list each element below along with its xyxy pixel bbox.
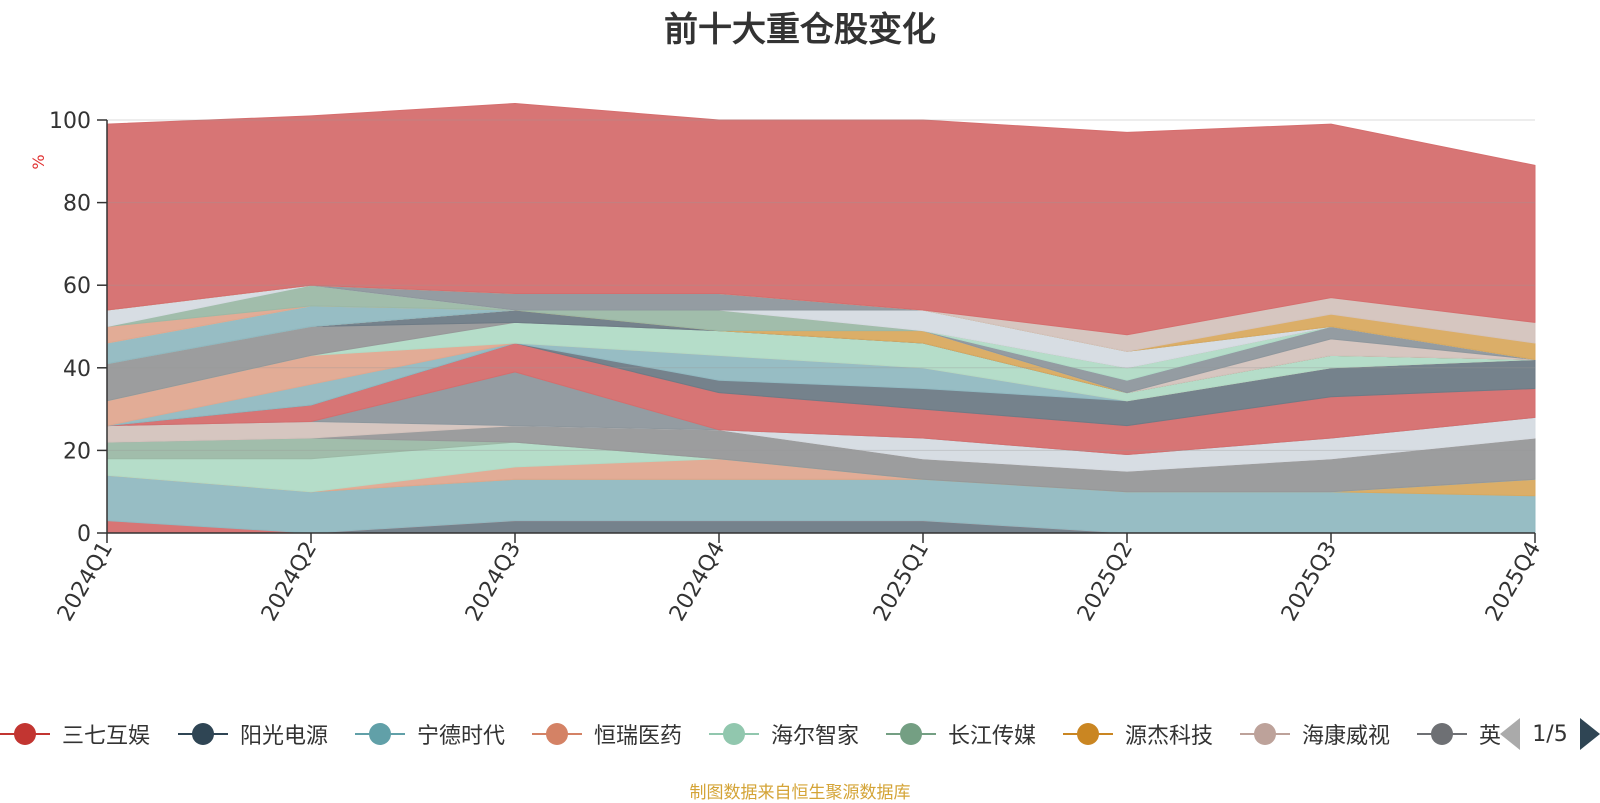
x-tick-label: 2025Q2: [1073, 538, 1138, 626]
x-tick-label: 2025Q3: [1277, 538, 1342, 626]
y-tick-label: 40: [63, 357, 91, 382]
legend-marker-icon: [178, 723, 228, 745]
y-tick-label: 60: [63, 274, 91, 299]
legend-marker-icon: [1240, 723, 1290, 745]
legend-label: 长江传媒: [948, 724, 1037, 749]
legend-marker-icon: [1063, 723, 1113, 745]
legend-marker-icon: [1417, 723, 1467, 745]
legend-item[interactable]: 阳光电源: [178, 712, 328, 756]
pager-next-arrow-icon[interactable]: [1580, 718, 1600, 750]
legend-item[interactable]: 恒瑞医药: [532, 712, 682, 756]
x-tick-label: 2025Q4: [1481, 538, 1546, 626]
x-tick-label: 2024Q1: [53, 538, 118, 626]
legend-marker-icon: [709, 723, 759, 745]
legend-marker-icon: [886, 723, 936, 745]
y-tick-label: 0: [77, 522, 91, 547]
legend-item[interactable]: 海康威视: [1240, 712, 1390, 756]
pager-page-indicator: 1/5: [1532, 721, 1568, 747]
legend-label: 三七互娱: [62, 724, 151, 749]
x-tick-label: 2024Q3: [461, 538, 526, 626]
legend-item[interactable]: 宁德时代: [355, 712, 505, 756]
y-axis-unit-label: %: [29, 154, 48, 169]
legend-label: 恒瑞医药: [594, 724, 683, 749]
chart-canvas: 0 20 40 60 80 100% 2024Q1 2024Q2 2024Q3 2024Q4 202…: [29, 103, 1546, 626]
y-tick-label: 20: [63, 439, 91, 464]
legend: 三七互娱 阳光电源 宁德时代 恒瑞医药 海尔智家 长江传媒 源杰科技 海康威视 英: [0, 712, 1500, 756]
legend-item[interactable]: 英: [1417, 712, 1500, 756]
area-series-30: [106, 103, 1536, 336]
legend-marker-icon: [0, 723, 50, 745]
legend-label: 源杰科技: [1125, 724, 1214, 749]
legend-label: 海康威视: [1302, 724, 1391, 749]
legend-item[interactable]: 源杰科技: [1063, 712, 1213, 756]
source-note: 制图数据来自恒生聚源数据库: [689, 783, 911, 803]
legend-marker-icon: [355, 723, 405, 745]
legend-label: 阳光电源: [240, 724, 329, 749]
x-tick-label: 2025Q1: [869, 538, 934, 626]
legend-label: 海尔智家: [771, 724, 860, 749]
legend-label: 英: [1479, 724, 1500, 749]
legend-item[interactable]: 三七互娱: [0, 712, 150, 756]
pager-prev-arrow-icon[interactable]: [1500, 718, 1520, 750]
legend-pager: 1/5: [1500, 716, 1600, 752]
x-tick-label: 2024Q2: [257, 538, 322, 626]
x-tick-label: 2024Q4: [665, 538, 730, 626]
legend-label: 宁德时代: [417, 724, 506, 749]
legend-item[interactable]: 海尔智家: [709, 712, 859, 756]
y-tick-label: 100: [49, 109, 91, 134]
legend-marker-icon: [532, 723, 582, 745]
chart-title: 前十大重仓股变化: [664, 10, 936, 50]
legend-item[interactable]: 长江传媒: [886, 712, 1036, 756]
y-tick-label: 80: [63, 192, 91, 217]
